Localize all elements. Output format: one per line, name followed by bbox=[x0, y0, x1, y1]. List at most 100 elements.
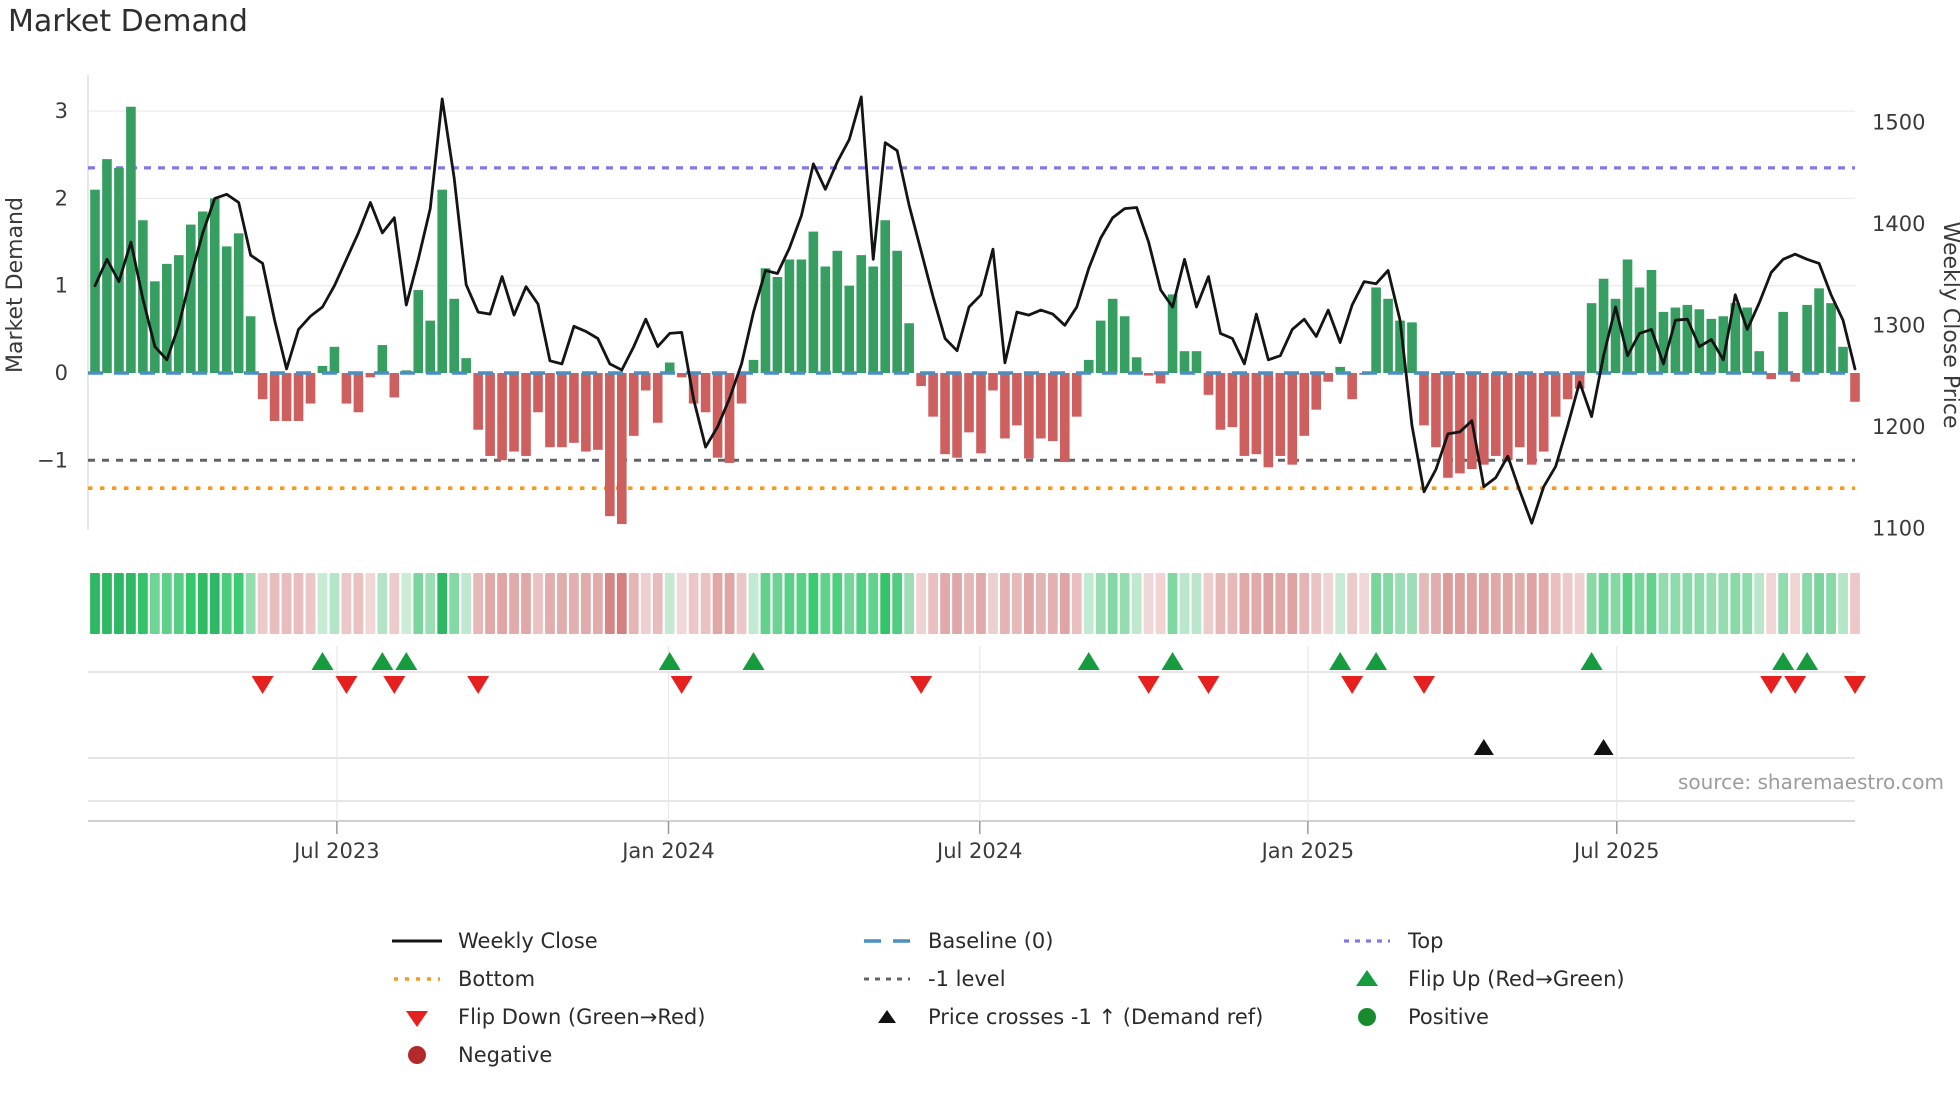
flip-down-marker bbox=[1412, 676, 1435, 694]
heatmap-cell bbox=[1610, 573, 1621, 634]
demand-bar bbox=[305, 373, 316, 404]
demand-bar bbox=[1287, 373, 1298, 465]
right-axis-tick: 1100 bbox=[1872, 516, 1925, 540]
demand-bar bbox=[365, 373, 376, 378]
heatmap-cell bbox=[1251, 573, 1262, 634]
demand-bar bbox=[197, 211, 208, 373]
flip-up-marker bbox=[1772, 652, 1795, 670]
heatmap-cell bbox=[1263, 573, 1274, 634]
legend-item-positive: Positive bbox=[1338, 1000, 1489, 1034]
demand-bar bbox=[1634, 287, 1645, 373]
legend-item-negative: Negative bbox=[388, 1038, 552, 1072]
demand-bar bbox=[221, 246, 232, 373]
heatmap-cell bbox=[1682, 573, 1693, 634]
demand-bar bbox=[1275, 373, 1286, 456]
demand-bar bbox=[293, 373, 304, 422]
demand-bar bbox=[1131, 357, 1142, 373]
heatmap-cell bbox=[916, 573, 927, 634]
demand-bar bbox=[1059, 373, 1070, 463]
heatmap-cell bbox=[437, 573, 448, 634]
heatmap-cell bbox=[509, 573, 519, 634]
heatmap-cell bbox=[1766, 573, 1777, 634]
heatmap-cell bbox=[1622, 573, 1633, 634]
heatmap-cell bbox=[545, 573, 555, 634]
heatmap-cell bbox=[1335, 573, 1346, 634]
heatmap-cell bbox=[604, 573, 615, 634]
heatmap-cell bbox=[473, 573, 484, 634]
flip-up-marker bbox=[1796, 652, 1819, 670]
demand-bar bbox=[1203, 373, 1214, 395]
heatmap-cell bbox=[461, 573, 472, 634]
legend-item-bottom: Bottom bbox=[388, 962, 535, 996]
baseline-dashed-line-icon bbox=[864, 939, 910, 943]
heatmap-cell bbox=[497, 573, 507, 634]
minus-one-dotted-line-icon bbox=[864, 977, 910, 981]
heatmap-cell bbox=[1694, 573, 1705, 634]
heatmap-cell bbox=[353, 573, 364, 634]
demand-bar bbox=[688, 373, 699, 404]
demand-bar bbox=[820, 266, 831, 373]
heatmap-cell bbox=[1239, 573, 1250, 634]
demand-bar bbox=[940, 373, 950, 455]
heatmap-cell bbox=[1814, 573, 1824, 634]
demand-bar bbox=[497, 373, 507, 461]
price-cross-triangle-icon bbox=[878, 1010, 896, 1023]
heatmap-cell bbox=[1035, 573, 1046, 634]
heatmap-cell bbox=[1203, 573, 1214, 634]
heatmap-cell bbox=[1131, 573, 1142, 634]
heatmap-cell bbox=[580, 573, 591, 634]
demand-bar bbox=[557, 373, 567, 448]
demand-bar bbox=[928, 373, 938, 417]
flip-up-marker bbox=[658, 652, 681, 670]
demand-bar bbox=[1682, 304, 1693, 373]
heatmap-cell bbox=[209, 573, 220, 634]
demand-bar bbox=[1670, 307, 1681, 373]
flip-down-marker bbox=[910, 676, 933, 694]
demand-bar bbox=[1095, 320, 1106, 373]
demand-bar bbox=[1071, 373, 1082, 417]
demand-bar bbox=[377, 345, 388, 373]
demand-bar bbox=[1000, 373, 1010, 439]
demand-bar bbox=[1155, 373, 1166, 384]
heatmap-cell bbox=[1299, 573, 1310, 634]
price-cross-marker bbox=[1593, 739, 1614, 755]
heatmap-cell bbox=[1790, 573, 1801, 634]
demand-bar bbox=[593, 373, 603, 450]
heatmap-cell bbox=[329, 573, 340, 634]
demand-bar bbox=[1335, 366, 1345, 373]
heatmap-cell bbox=[1802, 573, 1813, 634]
left-axis-label: Market Demand bbox=[3, 197, 28, 373]
demand-bar bbox=[916, 373, 926, 387]
heatmap-cell bbox=[652, 573, 663, 634]
heatmap-cell bbox=[90, 573, 100, 634]
flip-up-marker bbox=[1329, 652, 1352, 670]
heatmap-cell bbox=[305, 573, 316, 634]
heatmap-cell bbox=[904, 573, 915, 634]
heatmap-cell bbox=[820, 573, 831, 634]
heatmap-cell bbox=[1407, 573, 1417, 634]
positive-dot-icon bbox=[1358, 1008, 1376, 1026]
demand-bar bbox=[976, 373, 986, 454]
demand-bar bbox=[712, 373, 723, 458]
heatmap-cell bbox=[700, 573, 711, 634]
demand-bar bbox=[856, 255, 867, 373]
demand-bar bbox=[736, 373, 747, 404]
heatmap-cell bbox=[760, 573, 771, 634]
heatmap-cell bbox=[1526, 573, 1537, 634]
flip-down-marker bbox=[1341, 676, 1364, 694]
demand-bar bbox=[652, 373, 663, 423]
demand-bar bbox=[281, 373, 292, 422]
demand-bar bbox=[1311, 373, 1322, 410]
heatmap-cell bbox=[449, 573, 460, 634]
demand-bar bbox=[1742, 307, 1753, 373]
heatmap-cell bbox=[102, 573, 112, 634]
heatmap-cell bbox=[137, 573, 148, 634]
heatmap-cell bbox=[389, 573, 400, 634]
left-axis-tick: −1 bbox=[37, 448, 68, 472]
demand-bar bbox=[952, 373, 962, 458]
heatmap-cell bbox=[114, 573, 124, 634]
heatmap-cell bbox=[1478, 573, 1489, 634]
heatmap-cell bbox=[1838, 573, 1848, 634]
demand-bar bbox=[892, 250, 902, 373]
heatmap-cell bbox=[1490, 573, 1501, 634]
